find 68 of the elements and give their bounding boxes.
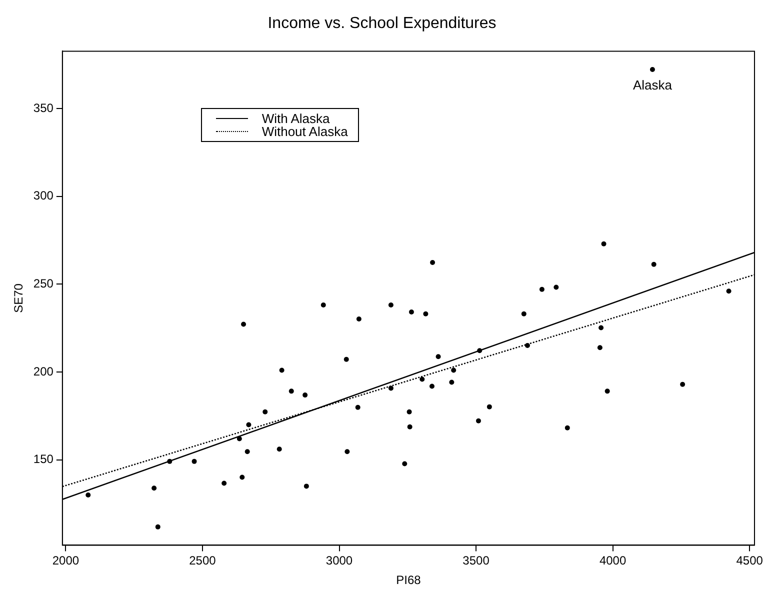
point xyxy=(436,354,441,360)
point xyxy=(564,425,570,430)
point xyxy=(344,356,349,362)
point xyxy=(604,388,610,394)
point xyxy=(598,325,604,330)
point xyxy=(449,380,454,385)
point xyxy=(601,241,606,246)
point xyxy=(302,392,308,398)
point xyxy=(236,436,242,442)
point xyxy=(477,348,482,354)
point xyxy=(429,384,434,389)
x-tick-label: 2000 xyxy=(52,554,80,568)
point xyxy=(222,480,227,486)
point xyxy=(356,316,362,322)
x-tick-label: 4000 xyxy=(599,554,626,568)
point xyxy=(355,404,360,410)
x-axis-title: PI68 xyxy=(396,573,422,588)
y-tick-label: 350 xyxy=(33,100,54,115)
x-tick-label: 2500 xyxy=(189,554,216,568)
point xyxy=(430,260,436,265)
point xyxy=(407,424,412,430)
chart-title: Income vs. School Expenditures xyxy=(268,15,496,32)
legend-label: With Alaska xyxy=(262,111,330,126)
point xyxy=(406,409,412,414)
point xyxy=(192,458,197,464)
point xyxy=(650,66,655,72)
point xyxy=(241,322,246,327)
point xyxy=(155,524,160,530)
x-tick-label: 3500 xyxy=(462,554,490,568)
point xyxy=(554,284,559,290)
y-tick-label: 300 xyxy=(33,188,54,203)
point xyxy=(524,343,530,348)
point xyxy=(451,368,456,373)
x-tick-label: 3000 xyxy=(326,554,353,568)
point xyxy=(539,286,544,292)
point xyxy=(246,422,252,428)
point xyxy=(276,446,282,452)
point xyxy=(486,404,492,410)
point xyxy=(388,386,394,391)
y-axis-title: SE70 xyxy=(12,283,26,313)
point xyxy=(420,376,425,382)
point xyxy=(240,474,245,480)
point xyxy=(167,458,172,464)
point xyxy=(680,382,686,387)
point xyxy=(726,288,732,294)
y-tick-label: 200 xyxy=(33,364,54,378)
annotation: Alaska xyxy=(632,78,673,93)
legend-label: Without Alaska xyxy=(262,124,348,140)
point xyxy=(423,311,428,316)
point xyxy=(651,262,656,267)
point xyxy=(320,302,326,308)
point xyxy=(408,309,414,314)
point xyxy=(402,461,408,466)
point xyxy=(597,345,602,350)
point xyxy=(521,311,526,316)
point xyxy=(344,449,350,454)
point xyxy=(152,486,157,491)
y-tick-label: 150 xyxy=(33,452,54,466)
point xyxy=(86,492,91,498)
point xyxy=(244,449,250,454)
point xyxy=(304,484,309,489)
point xyxy=(288,388,294,394)
x-tick-label: 4500 xyxy=(736,554,764,568)
y-tick-label: 250 xyxy=(33,276,54,291)
point xyxy=(279,368,284,373)
point xyxy=(388,302,394,308)
point xyxy=(476,418,481,424)
point xyxy=(262,409,268,414)
